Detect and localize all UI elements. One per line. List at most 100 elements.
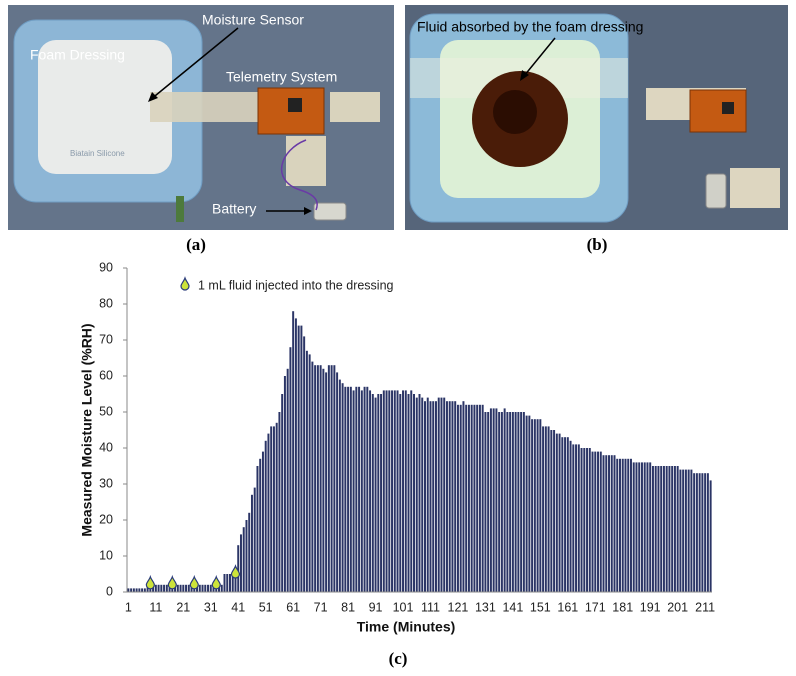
annotation: Battery [212, 201, 256, 217]
bar [456, 404, 459, 592]
bar [531, 419, 534, 592]
bar [380, 394, 383, 592]
y-tick-label: 10 [99, 548, 113, 562]
bar [687, 469, 690, 592]
legend-label: 1 mL fluid injected into the dressing [198, 278, 394, 292]
bar [536, 419, 539, 592]
bar [553, 430, 556, 592]
bar [256, 466, 259, 592]
x-tick-label: 131 [475, 600, 496, 614]
x-tick-label: 111 [421, 600, 440, 614]
circuit-board [689, 89, 747, 133]
bar [706, 473, 709, 592]
bar [473, 404, 476, 592]
bar [580, 448, 583, 592]
bar [577, 444, 580, 592]
bar [286, 368, 289, 592]
panel-label: (a) [186, 235, 206, 254]
bar [629, 458, 632, 592]
bar [369, 390, 372, 592]
bar [514, 412, 517, 592]
bar [465, 404, 468, 592]
bar [314, 365, 317, 592]
legend-marker [180, 276, 190, 291]
bar [426, 397, 429, 592]
bar [198, 584, 201, 592]
bar [437, 397, 440, 592]
y-tick-label: 30 [99, 476, 113, 490]
bar [363, 386, 366, 592]
bar [470, 404, 473, 592]
bar [627, 458, 630, 592]
bar [467, 404, 470, 592]
bar [569, 440, 572, 592]
injection-marker [211, 574, 221, 590]
bar [635, 462, 638, 592]
y-axis-title: Measured Moisture Level (%RH) [79, 323, 95, 536]
bar [605, 455, 608, 592]
bar [432, 401, 435, 592]
bar [311, 361, 314, 592]
bar [533, 419, 536, 592]
bar [316, 365, 319, 592]
bar [665, 466, 668, 592]
x-tick-label: 191 [640, 600, 661, 614]
bar [374, 397, 377, 592]
bar [349, 386, 352, 592]
bar [338, 379, 341, 592]
bar [690, 469, 693, 592]
bar [226, 574, 229, 592]
bar [476, 404, 479, 592]
x-tick-label: 161 [557, 600, 578, 614]
x-tick-label: 201 [667, 600, 688, 614]
bar [418, 394, 421, 592]
bar [583, 448, 586, 592]
bar [575, 444, 578, 592]
bar [223, 574, 226, 592]
bar [234, 574, 237, 592]
bar [588, 448, 591, 592]
bar [421, 397, 424, 592]
bar [402, 390, 405, 592]
bar [599, 451, 602, 592]
bar [297, 325, 300, 592]
chip [288, 98, 302, 112]
x-tick-label: 11 [149, 600, 162, 614]
bar [264, 440, 267, 592]
bar [176, 584, 179, 592]
x-tick-label: 1 [125, 600, 132, 614]
bar [673, 466, 676, 592]
bar [231, 574, 234, 592]
bar [272, 426, 275, 592]
bar [478, 404, 481, 592]
bar [616, 458, 619, 592]
battery-photo [313, 202, 347, 221]
arrow [523, 37, 556, 77]
bar [355, 386, 358, 592]
bar [201, 584, 204, 592]
bar [542, 426, 545, 592]
x-tick-label: 211 [695, 600, 715, 614]
bar [443, 397, 446, 592]
bar [487, 412, 490, 592]
bar [132, 588, 135, 592]
bar [500, 412, 503, 592]
bar [327, 365, 330, 592]
bar [209, 584, 212, 592]
bar [638, 462, 641, 592]
bar [385, 390, 388, 592]
bar [434, 401, 437, 592]
bar [250, 494, 253, 592]
y-tick-label: 50 [99, 404, 113, 418]
bar [451, 401, 454, 592]
bar [693, 473, 696, 592]
x-tick-label: 21 [176, 600, 190, 614]
bar [305, 350, 308, 592]
bar [278, 412, 281, 592]
bar [135, 588, 138, 592]
x-tick-label: 61 [286, 600, 300, 614]
bar [682, 469, 685, 592]
bar [207, 584, 210, 592]
bar [503, 408, 506, 592]
bar [259, 458, 262, 592]
